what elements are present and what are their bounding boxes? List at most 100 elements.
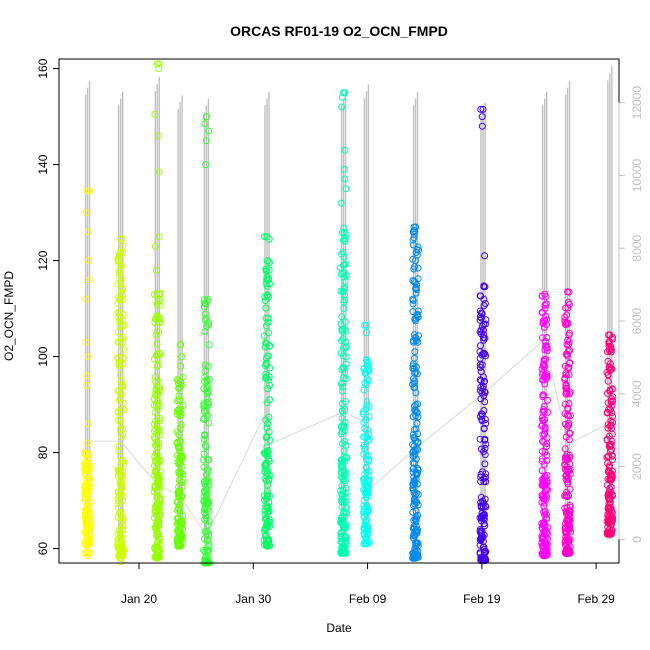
data-point: [202, 161, 210, 169]
data-point: [201, 328, 209, 335]
data-point: [119, 242, 127, 250]
data-point: [264, 314, 272, 322]
data-point: [201, 431, 209, 439]
data-point: [564, 549, 572, 557]
data-point: [116, 509, 123, 517]
data-point: [154, 530, 162, 538]
data-point: [84, 439, 92, 447]
data-point: [480, 531, 488, 539]
data-point: [410, 534, 418, 542]
right-tick-label: 12000: [630, 86, 644, 120]
data-point: [477, 342, 484, 350]
data-point: [566, 510, 574, 518]
data-point: [178, 516, 185, 524]
data-point: [562, 371, 570, 379]
data-point: [339, 287, 347, 295]
data-point: [338, 482, 346, 490]
data-point: [411, 227, 419, 234]
data-point: [362, 321, 370, 329]
data-point: [117, 452, 124, 460]
y-tick-label: 140: [36, 154, 50, 174]
data-point: [204, 362, 212, 370]
data-point: [200, 450, 208, 458]
data-point: [175, 505, 183, 513]
data-point: [262, 370, 270, 378]
data-point: [480, 448, 488, 456]
y-tick-label: 80: [36, 446, 50, 460]
right-tick-label: 0: [630, 536, 644, 543]
data-point: [566, 507, 574, 515]
data-point: [342, 537, 349, 545]
data-point: [201, 316, 209, 324]
data-point: [84, 187, 92, 195]
data-point: [341, 533, 349, 541]
data-point: [117, 514, 125, 522]
data-point: [542, 526, 550, 534]
data-point: [342, 375, 350, 383]
data-point: [342, 504, 350, 512]
data-point: [154, 492, 162, 500]
x-tick-label: Jan 30: [235, 592, 271, 606]
data-point: [364, 426, 372, 434]
data-point: [264, 257, 272, 265]
data-point: [114, 466, 122, 474]
data-point: [115, 359, 123, 366]
data-point: [563, 517, 571, 525]
data-point: [410, 477, 418, 485]
data-point: [341, 318, 349, 326]
data-point: [410, 464, 418, 472]
data-point: [410, 532, 418, 540]
data-point: [411, 334, 419, 341]
data-point: [120, 345, 128, 353]
data-point: [481, 436, 489, 444]
data-point: [262, 314, 270, 322]
data-point: [201, 310, 209, 318]
data-point: [482, 478, 490, 486]
data-point: [152, 352, 160, 360]
data-point: [604, 377, 612, 385]
data-point: [541, 427, 549, 435]
data-point: [341, 146, 349, 154]
data-point: [409, 525, 417, 532]
data-point: [82, 338, 90, 346]
data-point: [608, 402, 616, 410]
data-point: [566, 485, 574, 493]
data-point: [202, 314, 210, 322]
data-point: [539, 361, 547, 369]
data-point: [115, 492, 123, 500]
data-point: [477, 105, 485, 113]
data-point: [116, 466, 124, 474]
data-point: [338, 337, 345, 345]
data-point: [175, 456, 183, 464]
data-point: [561, 491, 569, 499]
data-point: [200, 416, 207, 423]
data-point: [118, 322, 126, 330]
data-point: [85, 450, 93, 458]
data-point: [339, 248, 347, 256]
data-point: [81, 450, 89, 458]
data-point: [264, 291, 271, 299]
data-point: [364, 508, 372, 516]
data-point: [204, 387, 212, 395]
data-point: [205, 517, 213, 525]
data-point: [409, 431, 417, 439]
data-point: [342, 469, 350, 477]
data-point: [152, 401, 160, 409]
data-point: [338, 529, 346, 537]
data-point: [342, 441, 350, 449]
data-point: [476, 307, 484, 315]
data-point: [363, 468, 371, 476]
data-point: [542, 514, 550, 522]
data-point: [479, 105, 487, 113]
data-point: [342, 185, 350, 193]
data-point: [205, 127, 213, 135]
data-point: [118, 433, 126, 441]
data-point: [155, 383, 163, 391]
data-point: [155, 233, 163, 241]
data-point: [340, 467, 348, 475]
data-point: [564, 405, 572, 413]
data-point: [362, 540, 370, 548]
data-point: [203, 412, 211, 420]
data-point: [81, 481, 89, 489]
data-point: [538, 481, 546, 489]
